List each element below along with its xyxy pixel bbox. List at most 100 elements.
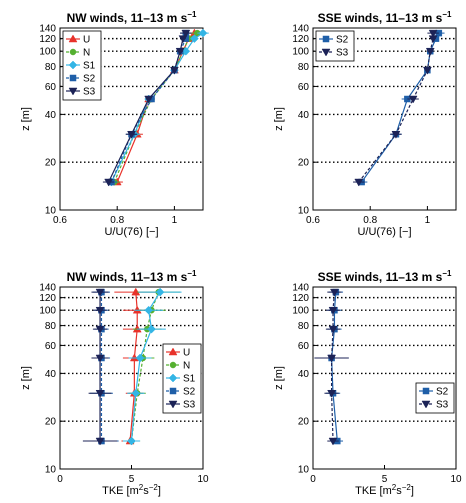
panel-title-text: NW winds, 11–13 m s (67, 11, 188, 25)
panel-title-text: NW winds, 11–13 m s (67, 270, 188, 284)
data-point (354, 178, 364, 187)
data-point (127, 436, 136, 446)
data-point (198, 28, 208, 38)
y-tick-label: 20 (45, 417, 57, 428)
data-point (104, 178, 114, 187)
y-tick-label: 20 (298, 417, 310, 428)
legend-label: S3 (83, 87, 96, 98)
data-point (95, 437, 105, 446)
x-axis-label-sup: −2 (149, 483, 159, 492)
x-axis-label-sup: −2 (402, 483, 412, 492)
y-axis-label: z [m] (273, 366, 285, 390)
x-tick-label: 10 (450, 474, 462, 485)
data-point (425, 47, 435, 56)
data-point (178, 35, 188, 44)
legend-marker (168, 400, 178, 409)
data-point (95, 354, 105, 363)
legend-marker (69, 48, 77, 56)
y-tick-label: 100 (292, 306, 309, 317)
legend-label: S3 (436, 400, 449, 411)
legend-marker (168, 373, 178, 383)
y-tick-label: 120 (292, 34, 309, 45)
panel-title-sup: −1 (187, 10, 197, 19)
x-axis-label-text: U/U(76) [−] (104, 226, 158, 238)
data-point (422, 66, 432, 75)
y-tick-label: 80 (45, 62, 57, 73)
y-tick-label: 60 (45, 82, 57, 93)
x-tick-label: 1 (172, 215, 178, 226)
series-layer (314, 288, 349, 446)
data-point (190, 34, 199, 43)
data-point (328, 325, 338, 334)
x-axis-label-text: TKE [m (102, 485, 139, 497)
data-point (428, 29, 438, 38)
y-tick-label: 10 (298, 465, 310, 476)
legend-label: S3 (183, 400, 196, 411)
legend-label: S1 (183, 374, 196, 385)
panel-title-sup: −1 (442, 269, 452, 278)
legend: UN S1 S2 S3 (62, 30, 102, 101)
x-axis-label-sup: 2 (392, 483, 397, 492)
x-axis-label: TKE [m2s−2] (102, 483, 161, 497)
legend-label: S2 (183, 387, 196, 398)
legend-box (315, 30, 355, 62)
y-tick-label: 60 (45, 341, 57, 352)
data-point (131, 388, 141, 398)
legend-marker (421, 400, 431, 409)
y-tick-label: 100 (292, 47, 309, 58)
x-axis-label-text: ] (158, 485, 161, 497)
y-tick-label: 120 (292, 293, 309, 304)
legend-label: S2 (436, 387, 449, 398)
data-point (144, 95, 154, 104)
x-tick-label: 5 (129, 474, 135, 485)
series-line (130, 291, 160, 442)
data-point (175, 47, 185, 56)
x-tick-label: 0.6 (53, 215, 67, 226)
legend-label: S2 (336, 35, 349, 46)
x-tick-label: 0 (57, 474, 63, 485)
series-line (130, 291, 161, 442)
x-tick-label: 5 (382, 474, 388, 485)
y-tick-label: 40 (45, 369, 57, 380)
panel-title: NW winds, 11–13 m s−1 (67, 269, 197, 284)
x-axis-label: U/U(76) [−] (357, 226, 411, 238)
x-axis-label-text: s (143, 485, 149, 497)
y-tick-label: 100 (39, 306, 56, 317)
data-point (408, 95, 418, 104)
series-line (330, 292, 336, 442)
y-tick-label: 60 (298, 341, 310, 352)
legend-label: U (183, 348, 190, 359)
y-tick-label: 20 (45, 158, 57, 169)
legend-label: S3 (336, 48, 349, 59)
y-tick-label: 40 (298, 110, 310, 121)
legend-marker (68, 34, 78, 43)
data-point (327, 354, 337, 363)
data-point (181, 29, 191, 38)
y-tick-label: 80 (298, 62, 310, 73)
legend-marker (321, 48, 331, 57)
plot-frame (59, 27, 204, 211)
panel-title: SSE winds, 11–13 m s−1 (318, 269, 452, 284)
legend-label: N (183, 361, 190, 372)
series-layer (353, 29, 445, 187)
legend-marker (69, 74, 77, 82)
data-point (127, 130, 136, 139)
y-tick-label: 140 (292, 24, 309, 35)
series-layer (102, 28, 209, 187)
y-tick-label: 40 (45, 110, 57, 121)
panel-title-text: SSE winds, 11–13 m s (318, 270, 443, 284)
panel-title-text: SSE winds, 11–13 m s (318, 11, 443, 25)
legend-marker (322, 35, 330, 43)
x-tick-label: 0.8 (110, 215, 124, 226)
data-point (147, 324, 156, 334)
panel-title-sup: −1 (187, 269, 197, 278)
data-point (330, 288, 339, 297)
y-tick-label: 60 (298, 82, 310, 93)
x-axis-label-text: TKE [m (355, 485, 392, 497)
y-tick-label: 40 (298, 369, 310, 380)
plot-frame (312, 27, 457, 211)
y-tick-label: 100 (39, 47, 56, 58)
